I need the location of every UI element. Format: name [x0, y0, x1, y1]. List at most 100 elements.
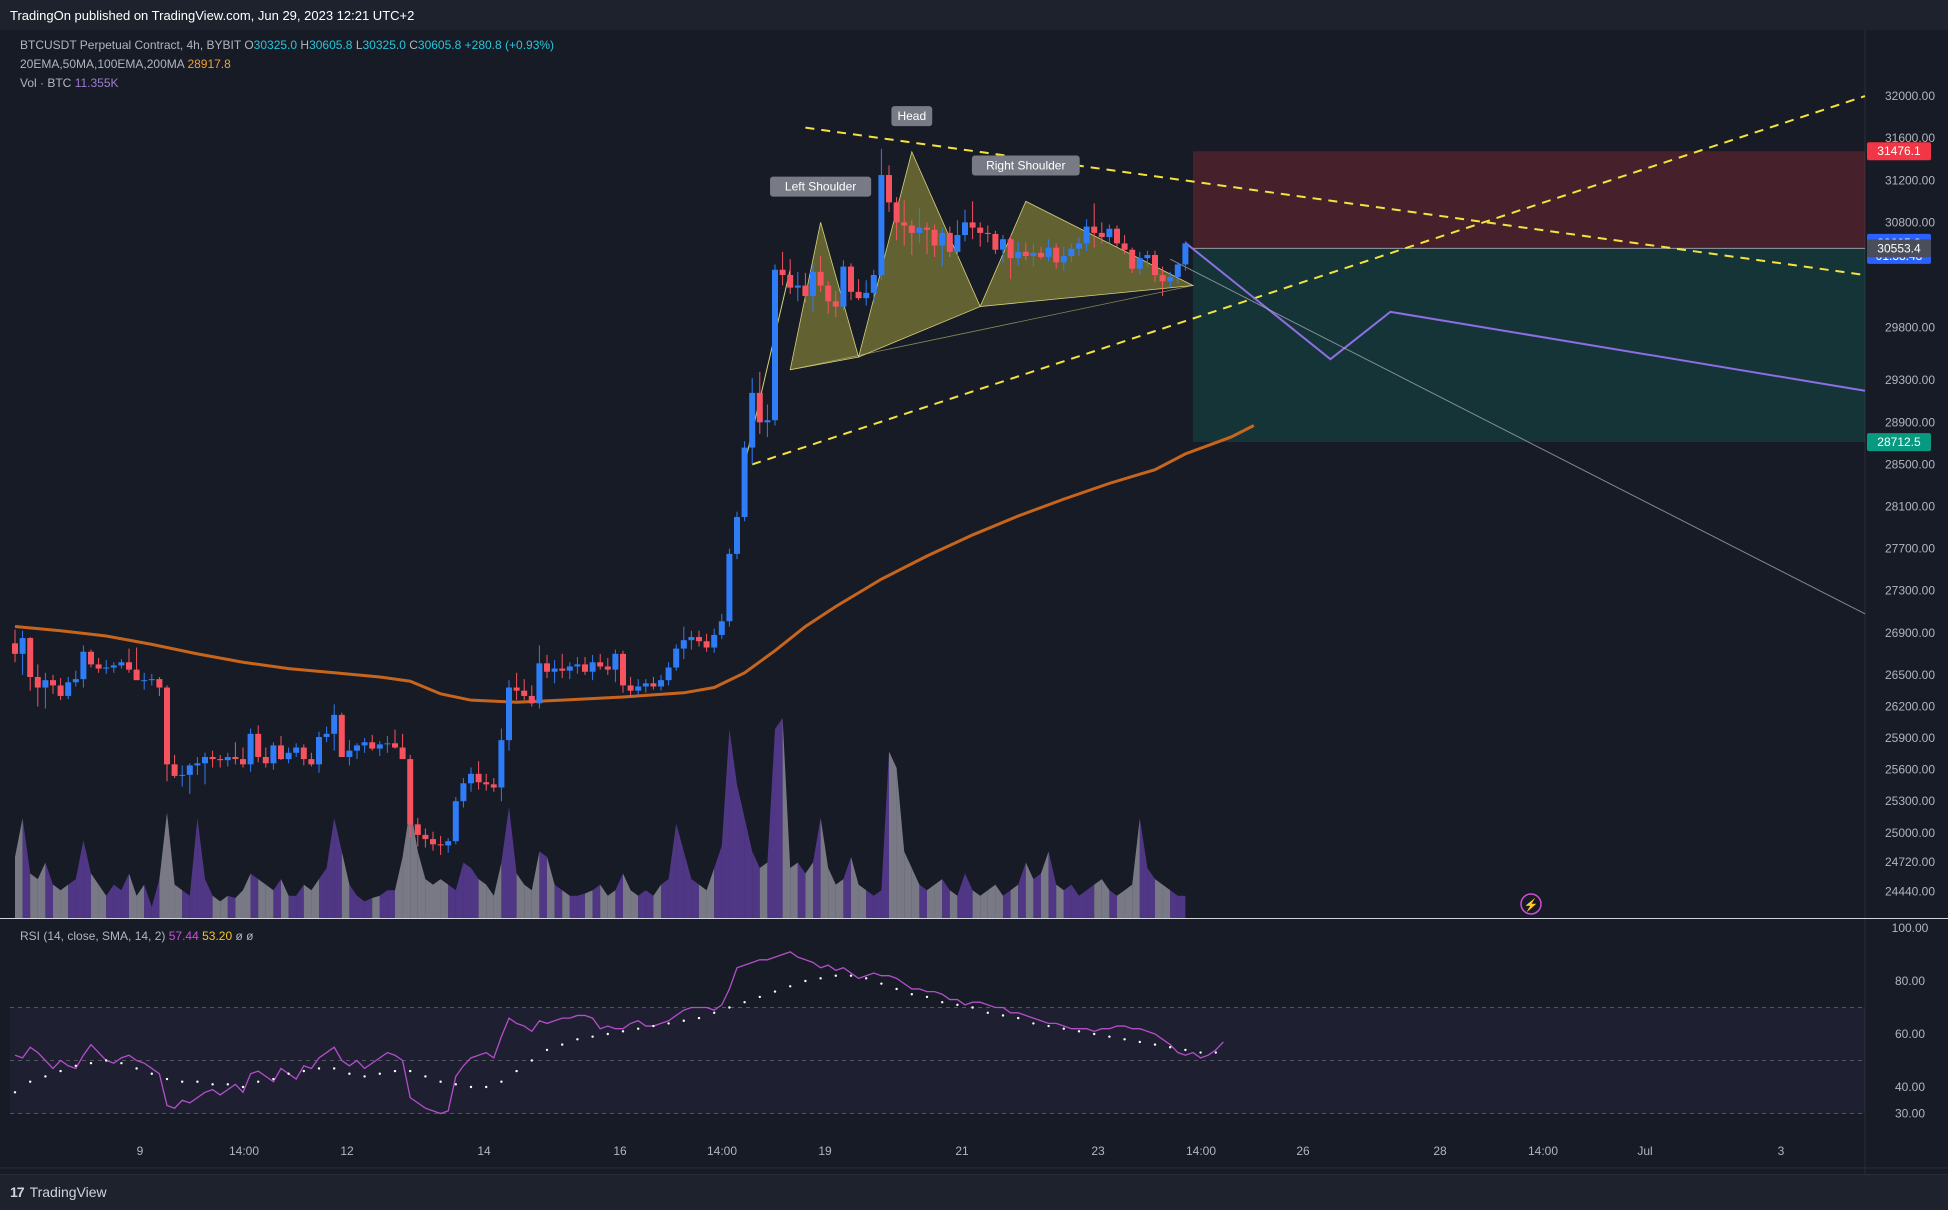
- rsi-ma-dot: [409, 1069, 412, 1073]
- candle-body: [247, 733, 254, 765]
- tradingview-brand[interactable]: 17 TradingView: [10, 1184, 107, 1200]
- volume-bar: [1018, 862, 1026, 918]
- rsi-ma-dot: [196, 1080, 199, 1083]
- volume-bar: [630, 890, 639, 918]
- candle-body: [756, 392, 763, 423]
- rsi-ma-dot: [713, 1011, 716, 1014]
- volume-bar: [501, 806, 509, 918]
- right-shoulder-label: Right Shoulder: [986, 159, 1065, 173]
- volume-bar: [524, 884, 532, 918]
- volume-bar: [828, 868, 836, 918]
- candle-body: [574, 664, 581, 667]
- candle-body: [262, 756, 269, 764]
- candle-body: [430, 839, 436, 845]
- volume-value: 11.355K: [74, 76, 119, 90]
- volume-bar: [1117, 890, 1125, 918]
- volume-bar: [805, 862, 813, 918]
- candle-body: [308, 759, 315, 765]
- candle-body: [27, 638, 34, 678]
- neckline: [790, 285, 1194, 371]
- change-value: +280.8 (+0.93%): [464, 38, 555, 52]
- rsi-ma-dot: [576, 1038, 579, 1041]
- candle-body: [1129, 249, 1136, 269]
- volume-bar: [691, 879, 699, 918]
- rsi-ma-dot: [393, 1069, 397, 1073]
- volume-bar: [30, 873, 38, 918]
- candle-body: [126, 662, 132, 670]
- rsi-ma-dot: [226, 1083, 229, 1086]
- candle-body: [1121, 243, 1128, 250]
- rsi-ma-dot: [1017, 1016, 1020, 1020]
- high-value: 30605.8: [309, 38, 353, 52]
- volume-bar: [1094, 879, 1102, 918]
- volume-bar: [653, 884, 661, 918]
- ma-label: 20EMA,50MA,100EMA,200MA: [20, 57, 185, 71]
- volume-bar: [1010, 884, 1019, 918]
- time-tick: 14:00: [229, 1144, 259, 1158]
- volume-bar: [98, 884, 107, 918]
- candle-body: [802, 285, 809, 297]
- rsi-ma-dot: [59, 1069, 62, 1073]
- price-label: 30553.4: [1877, 241, 1921, 255]
- volume-bar: [281, 879, 289, 918]
- price-tick: 25600.00: [1885, 763, 1935, 777]
- volume-bar: [303, 884, 312, 918]
- volume-bar: [1155, 879, 1163, 918]
- volume-bar: [68, 879, 76, 918]
- candle-body: [1053, 247, 1060, 263]
- candle-body: [840, 266, 847, 307]
- candle-body: [141, 680, 148, 682]
- symbol-label: BTCUSDT Perpetual Contract, 4h, BYBIT: [20, 38, 241, 52]
- volume-bar: [873, 890, 882, 918]
- volume-bar: [273, 879, 281, 918]
- publisher-bar: TradingOn published on TradingView.com, …: [0, 0, 1948, 31]
- candle-body: [688, 637, 695, 641]
- candle-body: [110, 665, 117, 668]
- candle-body: [72, 679, 79, 683]
- candle-body: [19, 638, 26, 654]
- candle-body: [483, 782, 490, 785]
- volume-bar: [144, 884, 152, 918]
- volume-bar: [372, 895, 380, 918]
- rsi-ma-dot: [606, 1032, 609, 1036]
- volume-bar: [395, 856, 403, 918]
- candle-body: [240, 759, 246, 765]
- volume-bar: [106, 884, 114, 918]
- head-label-box: [891, 106, 933, 127]
- rsi-ma-dot: [363, 1075, 366, 1078]
- volume-bar: [311, 879, 319, 918]
- candle-body: [551, 668, 558, 672]
- ma-legend[interactable]: 20EMA,50MA,100EMA,200MA 28917.8: [20, 57, 231, 71]
- rsi-ma-dot: [257, 1080, 260, 1083]
- volume-bar: [387, 890, 395, 918]
- volume-bar: [531, 851, 540, 918]
- rsi-legend[interactable]: RSI (14, close, SMA, 14, 2) 57.44 53.20 …: [20, 929, 253, 943]
- candle-body: [772, 269, 778, 421]
- rsi-ma-dot: [1093, 1032, 1096, 1036]
- time-tick: 12: [340, 1144, 354, 1158]
- volume-bar: [486, 884, 494, 918]
- price-tick: 28100.00: [1885, 500, 1935, 514]
- candle-body: [452, 801, 459, 842]
- candle-body: [1068, 248, 1075, 257]
- price-tick: 28500.00: [1885, 457, 1935, 471]
- ascending-trendline: [751, 95, 1866, 466]
- volume-bar: [972, 890, 981, 918]
- candle-body: [57, 685, 64, 696]
- volume-bar: [174, 884, 183, 918]
- candle-body: [1182, 243, 1189, 265]
- volume-legend[interactable]: Vol · BTC 11.355K: [20, 76, 119, 90]
- volume-bar: [250, 873, 259, 918]
- volume-bar: [235, 890, 243, 918]
- volume-bar: [676, 823, 684, 918]
- candle-body: [544, 663, 550, 672]
- rsi-ma-dot: [1123, 1038, 1126, 1041]
- price-tick: 24440.00: [1885, 885, 1935, 899]
- price-tick: 25300.00: [1885, 794, 1935, 808]
- volume-bar: [965, 873, 973, 918]
- volume-bar: [319, 868, 327, 918]
- rsi-ma-dot: [1001, 1014, 1005, 1017]
- time-tick: 23: [1091, 1144, 1105, 1158]
- volume-bar: [592, 884, 601, 918]
- price-chart[interactable]: Left Shoulder Head Right Shoulder 32000.00 3…: [0, 30, 1948, 1174]
